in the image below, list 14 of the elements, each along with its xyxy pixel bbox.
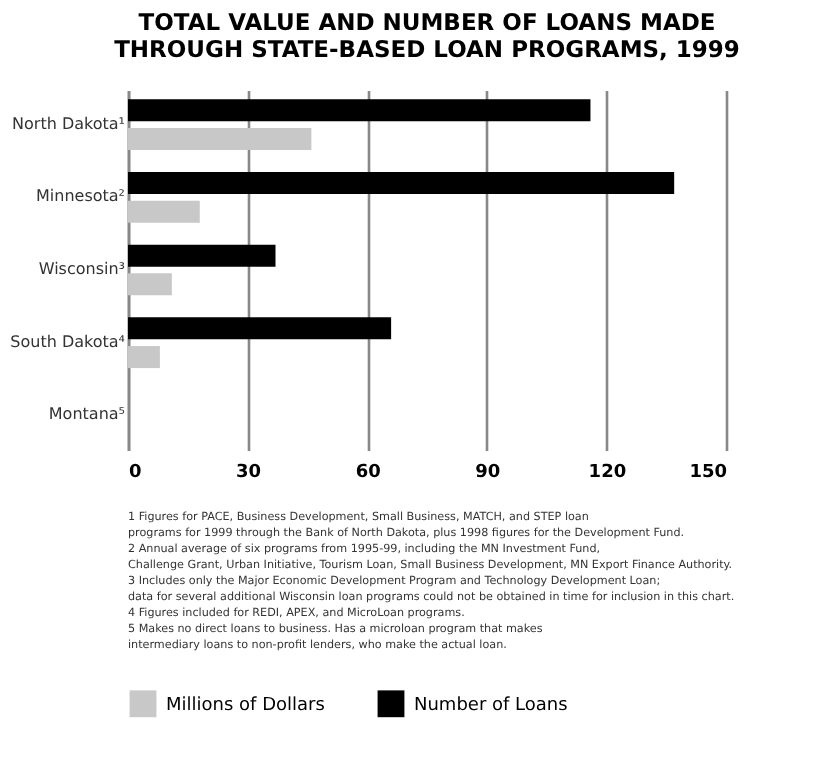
legend-label: Millions of Dollars [166,695,326,716]
x-tick-label: 150 [689,463,727,483]
x-tick-label: 120 [588,463,627,483]
y-tick-label: North Dakota¹ [12,114,125,133]
legend-label: Number of Loans [414,695,569,716]
chart-title: TOTAL VALUE AND NUMBER OF LOANS MADE THROUGH STATE-BASED LOAN PROGRAMS, 1999 [114,8,740,63]
y-tick-label: Minnesota² [36,187,125,206]
x-tick-label: 0 [129,463,142,483]
y-tick-label: South Dakota⁴ [10,332,125,351]
y-tick-label: Montana⁵ [48,405,125,424]
x-tick-label: 90 [475,463,501,483]
x-tick-label: 30 [236,463,262,483]
y-tick-label: Wisconsin³ [38,260,125,278]
x-tick-label: 60 [355,463,381,483]
